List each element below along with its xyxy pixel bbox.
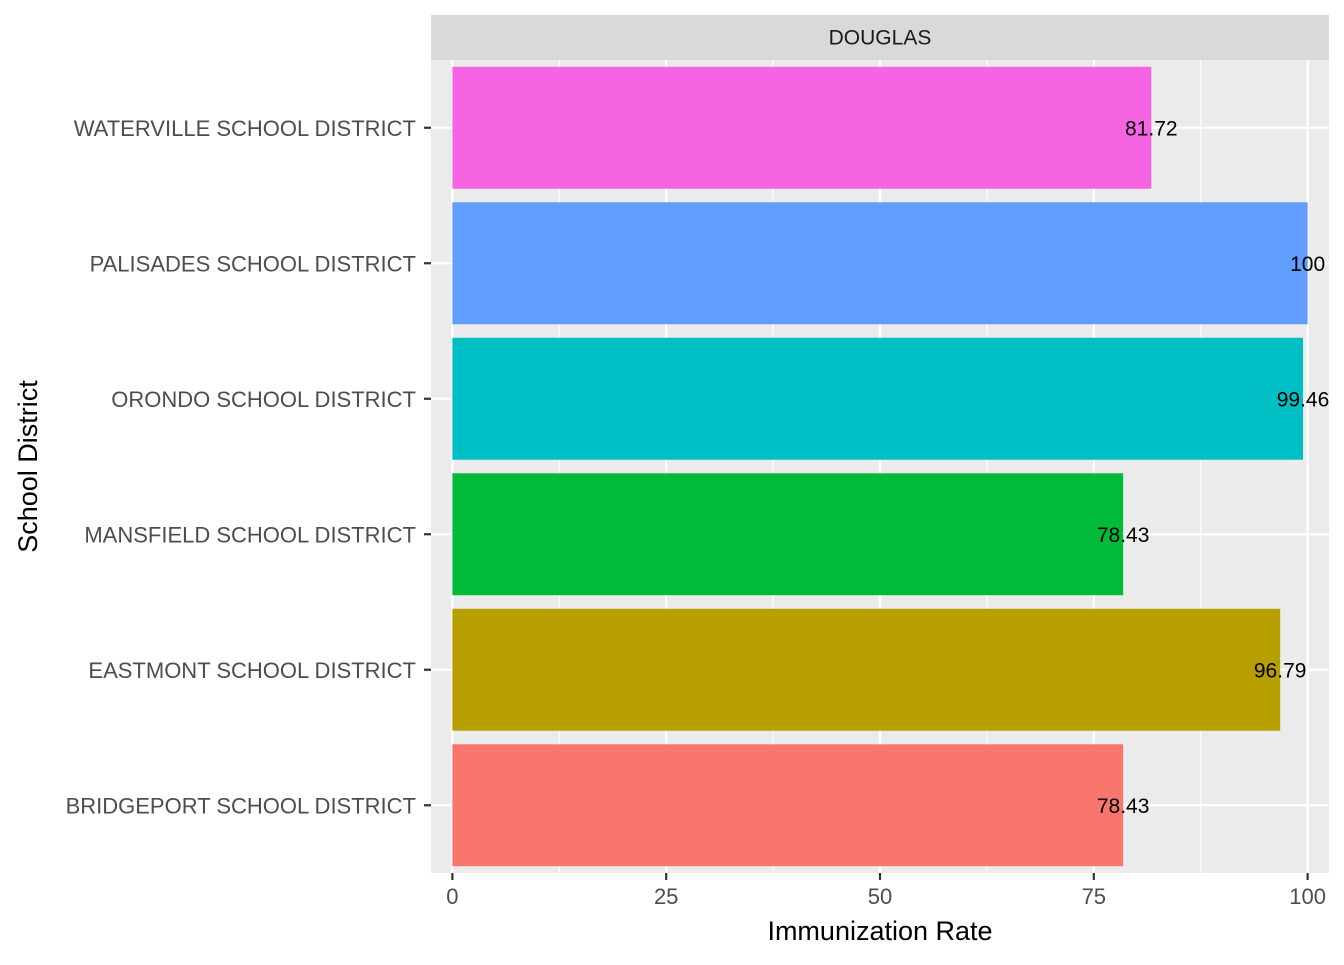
y-category-label: BRIDGEPORT SCHOOL DISTRICT bbox=[66, 793, 416, 818]
x-tick-label: 0 bbox=[446, 884, 458, 909]
x-axis: 0 25 50 75 100 bbox=[446, 873, 1326, 909]
bar-value-label: 78.43 bbox=[1097, 795, 1150, 818]
bar bbox=[452, 608, 1281, 731]
bar bbox=[452, 337, 1304, 460]
facet-strip-label: DOUGLAS bbox=[829, 27, 932, 50]
bar bbox=[452, 744, 1124, 867]
bar-value-label: 99.46 bbox=[1277, 388, 1330, 411]
y-category-label: ORONDO SCHOOL DISTRICT bbox=[111, 387, 416, 412]
y-axis-title: School District bbox=[13, 380, 43, 553]
y-axis: BRIDGEPORT SCHOOL DISTRICT EASTMONT SCHOO… bbox=[66, 116, 431, 818]
bar-value-label: 81.72 bbox=[1125, 117, 1178, 140]
bar-value-label: 100 bbox=[1290, 253, 1325, 276]
y-category-label: PALISADES SCHOOL DISTRICT bbox=[90, 251, 416, 276]
bar bbox=[452, 202, 1308, 325]
bar bbox=[452, 66, 1152, 189]
bar-value-label: 96.79 bbox=[1254, 659, 1307, 682]
x-axis-title: Immunization Rate bbox=[767, 916, 992, 946]
x-tick-label: 25 bbox=[654, 884, 678, 909]
x-tick-label: 50 bbox=[868, 884, 892, 909]
x-tick-label: 100 bbox=[1289, 884, 1326, 909]
y-category-label: EASTMONT SCHOOL DISTRICT bbox=[88, 658, 416, 683]
y-category-label: WATERVILLE SCHOOL DISTRICT bbox=[74, 116, 416, 141]
bar-value-label: 78.43 bbox=[1097, 524, 1150, 547]
y-category-label: MANSFIELD SCHOOL DISTRICT bbox=[84, 522, 416, 547]
bars bbox=[452, 66, 1308, 867]
data-labels: 78.43 96.79 78.43 99.46 100 81.72 bbox=[1097, 117, 1329, 818]
bar bbox=[452, 473, 1124, 596]
x-tick-label: 75 bbox=[1082, 884, 1106, 909]
facet-strip bbox=[431, 15, 1329, 60]
